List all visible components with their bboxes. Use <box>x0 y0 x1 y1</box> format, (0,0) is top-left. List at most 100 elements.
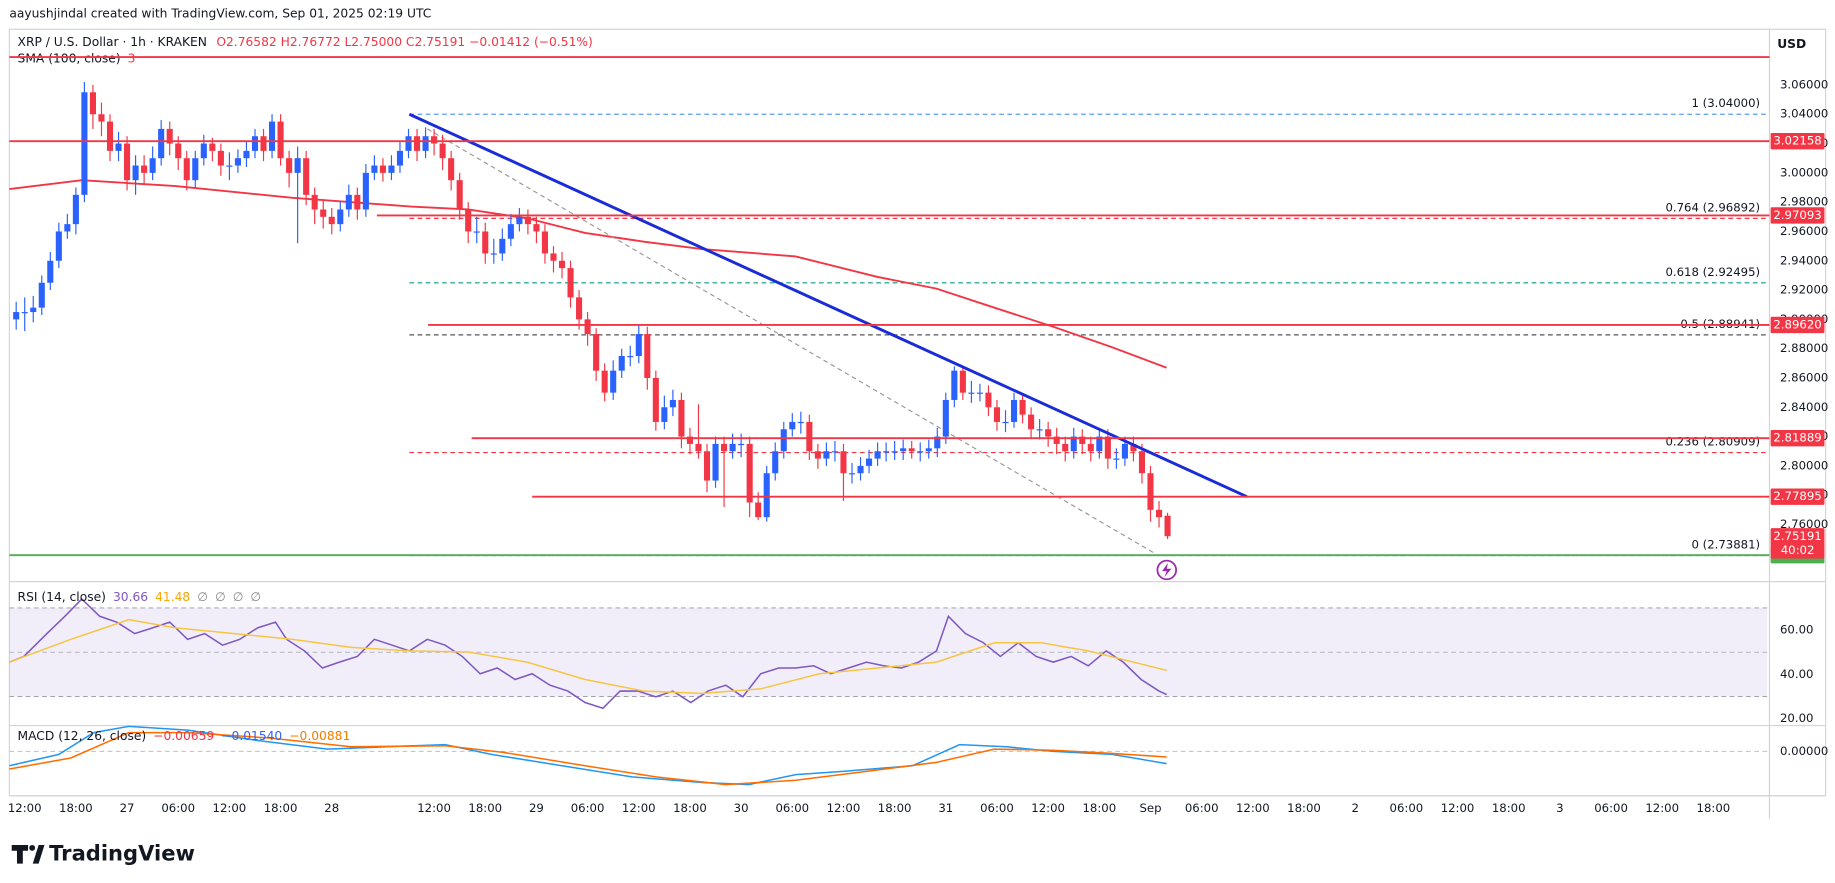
y-tick-label: 3.06000 <box>1780 77 1828 91</box>
candle-body <box>345 194 352 210</box>
candle-body <box>908 448 915 452</box>
x-tick-label: 06:00 <box>775 801 809 815</box>
x-tick-label: 31 <box>938 801 953 815</box>
candle-body <box>405 136 412 151</box>
x-tick-label: 18:00 <box>1697 801 1731 815</box>
candle-body <box>1070 436 1077 452</box>
y-tick-label: 2.92000 <box>1780 283 1828 297</box>
candle-body <box>678 399 685 437</box>
candle-body <box>541 231 549 254</box>
candle-body <box>968 392 975 394</box>
level-tag-label: 2.81889 <box>1773 431 1821 445</box>
y-tick-label: 2.98000 <box>1780 195 1828 209</box>
candle-body <box>635 334 642 357</box>
candle-body <box>729 443 736 452</box>
indicator-value: 30.66 <box>113 589 148 603</box>
candle-body <box>1155 509 1163 518</box>
y-tick-label: 2.86000 <box>1780 370 1828 384</box>
x-tick-label: 12:00 <box>1031 801 1065 815</box>
currency[interactable]: USD <box>1777 37 1806 51</box>
fib-label: 0.5 (2.88941) <box>1680 317 1760 331</box>
y-tick-label: 0.00000 <box>1780 744 1828 758</box>
y-tick-label: 40.00 <box>1780 667 1813 681</box>
x-tick-label: 18:00 <box>59 801 93 815</box>
candle-body <box>396 150 404 166</box>
indicator-value: ∅ <box>250 589 261 603</box>
candle-body <box>1096 436 1103 452</box>
candle-body <box>251 136 259 151</box>
candle-body <box>550 253 557 261</box>
candle-body <box>644 334 651 378</box>
candle-body <box>891 451 898 453</box>
x-tick-label: 18:00 <box>878 801 912 815</box>
candle-body <box>1010 399 1018 422</box>
candle-body <box>115 143 122 151</box>
candle-body <box>226 165 233 167</box>
x-tick-label: 18:00 <box>1082 801 1116 815</box>
candle-body <box>797 421 804 424</box>
x-tick-label: 12:00 <box>213 801 247 815</box>
candle-body <box>806 421 813 452</box>
y-tick-label: 2.94000 <box>1780 253 1828 267</box>
candle-body <box>661 407 668 422</box>
candle-body <box>234 158 241 166</box>
x-tick-label: 29 <box>529 801 544 815</box>
candle-body <box>89 92 96 115</box>
candle-body <box>431 136 438 144</box>
candle-body <box>337 209 344 225</box>
x-tick-label: 06:00 <box>1185 801 1219 815</box>
candle-body <box>942 399 949 437</box>
x-tick-label: 06:00 <box>980 801 1014 815</box>
indicator-legend: MACD (12, 26, close) −0.00659 −0.01540 −0.0… <box>18 729 351 743</box>
level-tag <box>1770 488 1825 505</box>
level-tag <box>1770 133 1825 150</box>
x-tick-label: 06:00 <box>1390 801 1424 815</box>
candle-body <box>934 436 941 449</box>
indicator-value: −0.01540 <box>221 729 282 743</box>
candle-body <box>721 443 728 452</box>
candle-body <box>354 194 361 210</box>
candle-body <box>81 92 88 195</box>
candle-body <box>558 260 566 269</box>
indicator-value: ∅ <box>233 589 244 603</box>
candle-body <box>482 231 489 254</box>
level-tag <box>1770 316 1825 334</box>
candle-body <box>516 216 523 225</box>
candle-body <box>1138 451 1146 474</box>
fib-label: 0 (2.73881) <box>1691 538 1760 552</box>
candle-body <box>866 458 873 466</box>
candle-body <box>30 307 37 313</box>
candle-body <box>21 312 28 314</box>
candle-body <box>64 224 71 232</box>
candle-body <box>900 448 907 452</box>
series-line <box>9 179 1167 369</box>
candle-body <box>388 165 395 173</box>
candle-body <box>1079 436 1086 444</box>
candle-body <box>789 421 796 430</box>
candle-body <box>533 224 540 232</box>
symbol: XRP / U.S. Dollar · 1h · KRAKEN <box>18 35 207 49</box>
candle-body <box>976 392 983 394</box>
candle-body <box>132 165 139 181</box>
candle-body <box>772 451 779 474</box>
candle-body <box>524 216 531 225</box>
candle-body <box>1164 515 1171 537</box>
candle-body <box>277 121 284 159</box>
candle-body <box>874 451 881 459</box>
candle-body <box>925 448 932 452</box>
x-tick-label: 12:00 <box>1441 801 1475 815</box>
candle-body <box>695 443 702 452</box>
candle-body <box>1121 443 1128 459</box>
indicator-value: −0.00659 <box>153 729 214 743</box>
x-tick-label: 18:00 <box>673 801 707 815</box>
candle-body <box>814 451 821 459</box>
candle-body <box>823 451 830 459</box>
symbol-line: XRP / U.S. Dollar · 1h · KRAKEN O2.76582 … <box>18 35 593 49</box>
fib-label: 0.764 (2.96892) <box>1665 200 1760 214</box>
candle-body <box>209 143 216 151</box>
fib-label: 0.236 (2.80909) <box>1665 435 1760 449</box>
candle-body <box>763 473 770 518</box>
candle-body <box>883 451 890 453</box>
